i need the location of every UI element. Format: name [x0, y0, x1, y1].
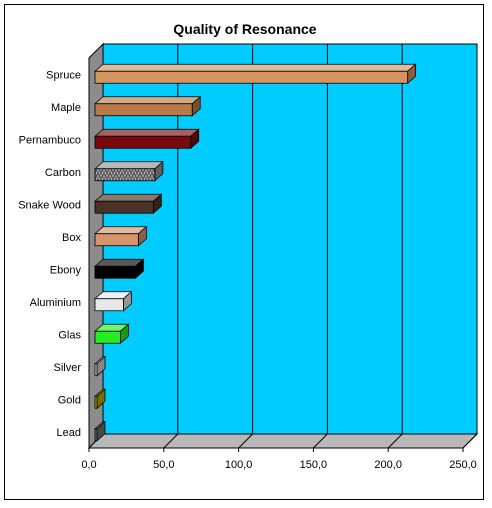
category-label: Gold — [58, 394, 81, 406]
x-tick-label: 200,0 — [374, 459, 402, 471]
bar-front — [94, 428, 98, 442]
bar-snake-wood — [93, 193, 163, 215]
bar-ebony — [93, 258, 145, 280]
floor-gridline — [462, 433, 478, 449]
bar-glas — [93, 323, 130, 345]
bar-gold — [93, 388, 107, 410]
category-label: Ebony — [50, 264, 82, 276]
bar-aluminium — [93, 290, 133, 312]
category-label: Aluminium — [30, 297, 81, 309]
bar-top — [93, 63, 417, 72]
bar-maple — [93, 95, 202, 117]
chart-frame: Quality of Resonance Spruce Maple Pernambu… — [4, 4, 484, 500]
bar-front — [94, 265, 136, 279]
bar-carbon — [93, 160, 164, 182]
floor-gridline — [238, 433, 253, 449]
chart-title: Quality of Resonance — [173, 21, 316, 37]
bar-top — [93, 161, 164, 170]
bar-front — [94, 200, 154, 214]
bar-box — [93, 225, 148, 247]
category-label: Maple — [51, 102, 81, 114]
bar-spruce — [93, 63, 417, 85]
bar-pernambuco — [93, 128, 200, 150]
resonance-bar-chart: Quality of Resonance Spruce Maple Pernambu… — [18, 21, 479, 471]
bar-top — [93, 128, 200, 137]
x-tick-label: 50,0 — [153, 459, 174, 471]
category-label: Glas — [58, 329, 81, 341]
bar-front — [94, 70, 409, 84]
bar-front — [94, 395, 98, 409]
bar-front — [94, 330, 121, 344]
bar-front — [94, 298, 124, 312]
category-label: Spruce — [46, 69, 81, 81]
x-tick-label: 0,0 — [81, 459, 96, 471]
bar-top — [93, 96, 202, 105]
x-tick-label: 100,0 — [225, 459, 253, 471]
category-label: Pernambuco — [19, 134, 81, 146]
category-label: Box — [62, 232, 81, 244]
bar-front — [94, 233, 139, 247]
floor-gridline — [163, 433, 179, 449]
category-label: Carbon — [45, 167, 81, 179]
bar-silver — [93, 355, 107, 377]
bar-front — [94, 168, 156, 182]
x-tick-label: 250,0 — [449, 459, 477, 471]
floor-gridline — [387, 433, 403, 449]
bar-top — [93, 226, 148, 235]
category-label: Silver — [53, 362, 81, 374]
bar-front — [94, 363, 98, 377]
category-label: Snake Wood — [18, 199, 81, 211]
floor-gridline — [313, 433, 328, 449]
category-label: Lead — [57, 427, 81, 439]
bar-front — [94, 103, 193, 117]
bar-lead — [93, 420, 107, 442]
bar-top — [93, 193, 163, 202]
x-tick-label: 150,0 — [300, 459, 328, 471]
bar-front — [94, 135, 192, 149]
floor — [87, 433, 479, 449]
